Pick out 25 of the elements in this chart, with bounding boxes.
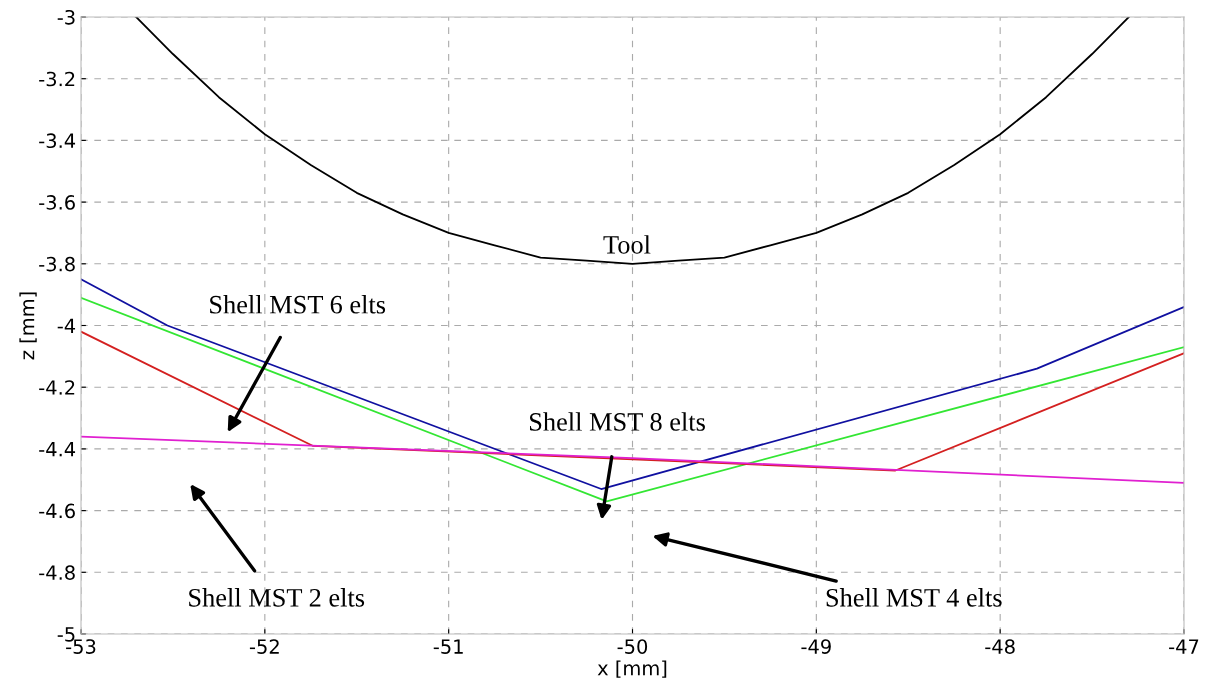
- y-tick-label: -3.6: [39, 195, 75, 210]
- line-series: [81, 330, 1184, 472]
- annotation: Shell MST 6 elts: [210, 295, 386, 314]
- x-axis-title: x [mm]: [597, 660, 667, 678]
- y-tick-label: -3: [57, 9, 75, 25]
- x-tick-label: -51: [433, 639, 463, 654]
- annotation: Shell MST 4 elts: [826, 588, 1002, 607]
- y-tick-label: -3.4: [39, 133, 76, 149]
- y-tick-label: -4.4: [39, 442, 76, 457]
- x-tick-label: -47: [1169, 639, 1199, 654]
- annotation: Shell MST 8 elts: [529, 412, 705, 431]
- y-axis-title: z [mm]: [19, 292, 37, 360]
- y-tick-label: -3.2: [39, 71, 75, 87]
- annotation: Shell MST 2 elts: [189, 588, 365, 607]
- y-tick-label: -4: [57, 318, 76, 333]
- y-tick-label: -4.8: [39, 565, 75, 580]
- x-tick-label: -49: [801, 639, 831, 654]
- x-tick-label: -52: [249, 639, 279, 654]
- y-tick-label: -4.2: [39, 380, 75, 395]
- annotation: Tool: [603, 235, 651, 254]
- y-tick-label: -4.6: [39, 503, 75, 519]
- y-tick-label: -3.8: [39, 256, 75, 272]
- x-tick-label: -50: [617, 639, 648, 654]
- line-series: [135, 17, 1130, 265]
- x-tick-label: -48: [985, 639, 1015, 654]
